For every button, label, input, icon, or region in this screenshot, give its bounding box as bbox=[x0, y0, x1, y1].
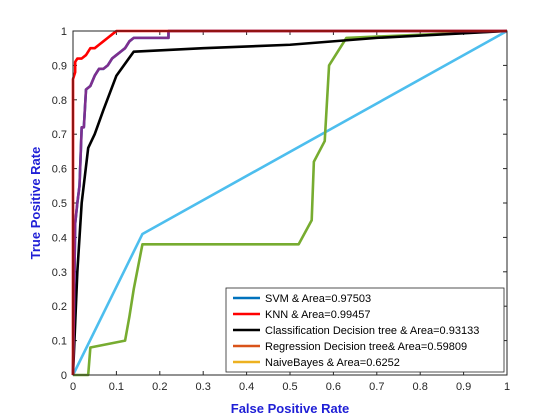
x-tick-label: 0.8 bbox=[413, 381, 428, 393]
x-tick-label: 0.3 bbox=[196, 381, 211, 393]
y-axis-label: True Positive Rate bbox=[28, 147, 43, 260]
x-tick-label: 1 bbox=[504, 381, 510, 393]
y-tick-label: 0.4 bbox=[52, 232, 67, 244]
axis-ticks: 0 0.1 0.2 0.3 0.4 0.5 0.6 0.7 0.8 0.9 1 0 0.1 0.2 0.3 0… bbox=[52, 26, 510, 393]
y-tick-label: 0.9 bbox=[52, 60, 67, 72]
series-line-5 bbox=[71, 29, 507, 376]
y-tick-label: 0 bbox=[61, 370, 67, 382]
plot-border bbox=[72, 30, 508, 376]
series-line-2 bbox=[71, 29, 508, 376]
y-tick-label: 0.3 bbox=[52, 267, 67, 279]
y-tick-label: 0.6 bbox=[52, 164, 67, 176]
legend-entry: Classification Decision tree & Area=0.93… bbox=[265, 325, 479, 337]
series-line-6 bbox=[73, 29, 508, 377]
x-tick-label: 0.5 bbox=[282, 381, 297, 393]
y-tick-label: 0.8 bbox=[52, 95, 67, 107]
series-lines bbox=[71, 29, 508, 377]
x-tick-label: 0.2 bbox=[152, 381, 167, 393]
legend-entry: NaiveBayes & Area=0.6252 bbox=[265, 357, 400, 369]
y-tick-label: 1 bbox=[61, 26, 67, 38]
legend: SVM & Area=0.97503 KNN & Area=0.99457 Clas… bbox=[225, 287, 505, 373]
x-tick-label: 0.1 bbox=[109, 381, 124, 393]
y-tick-label: 0.2 bbox=[52, 301, 67, 313]
y-tick-label: 0.1 bbox=[52, 336, 67, 348]
legend-entry: Regression Decision tree& Area=0.59809 bbox=[265, 341, 467, 353]
series-line-1 bbox=[71, 29, 507, 375]
x-tick-label: 0.9 bbox=[456, 381, 471, 393]
x-tick-label: 0.4 bbox=[239, 381, 254, 393]
y-tick-label: 0.7 bbox=[52, 129, 67, 141]
x-tick-label: 0.7 bbox=[369, 381, 384, 393]
x-tick-label: 0.6 bbox=[326, 381, 341, 393]
legend-entry: KNN & Area=0.99457 bbox=[265, 309, 371, 321]
x-tick-label: 0 bbox=[70, 381, 76, 393]
y-tick-label: 0.5 bbox=[52, 198, 67, 210]
legend-entry: SVM & Area=0.97503 bbox=[265, 293, 371, 305]
series-line-7 bbox=[71, 29, 508, 376]
x-axis-label: False Positive Rate bbox=[231, 401, 350, 416]
legend-box bbox=[225, 287, 505, 373]
